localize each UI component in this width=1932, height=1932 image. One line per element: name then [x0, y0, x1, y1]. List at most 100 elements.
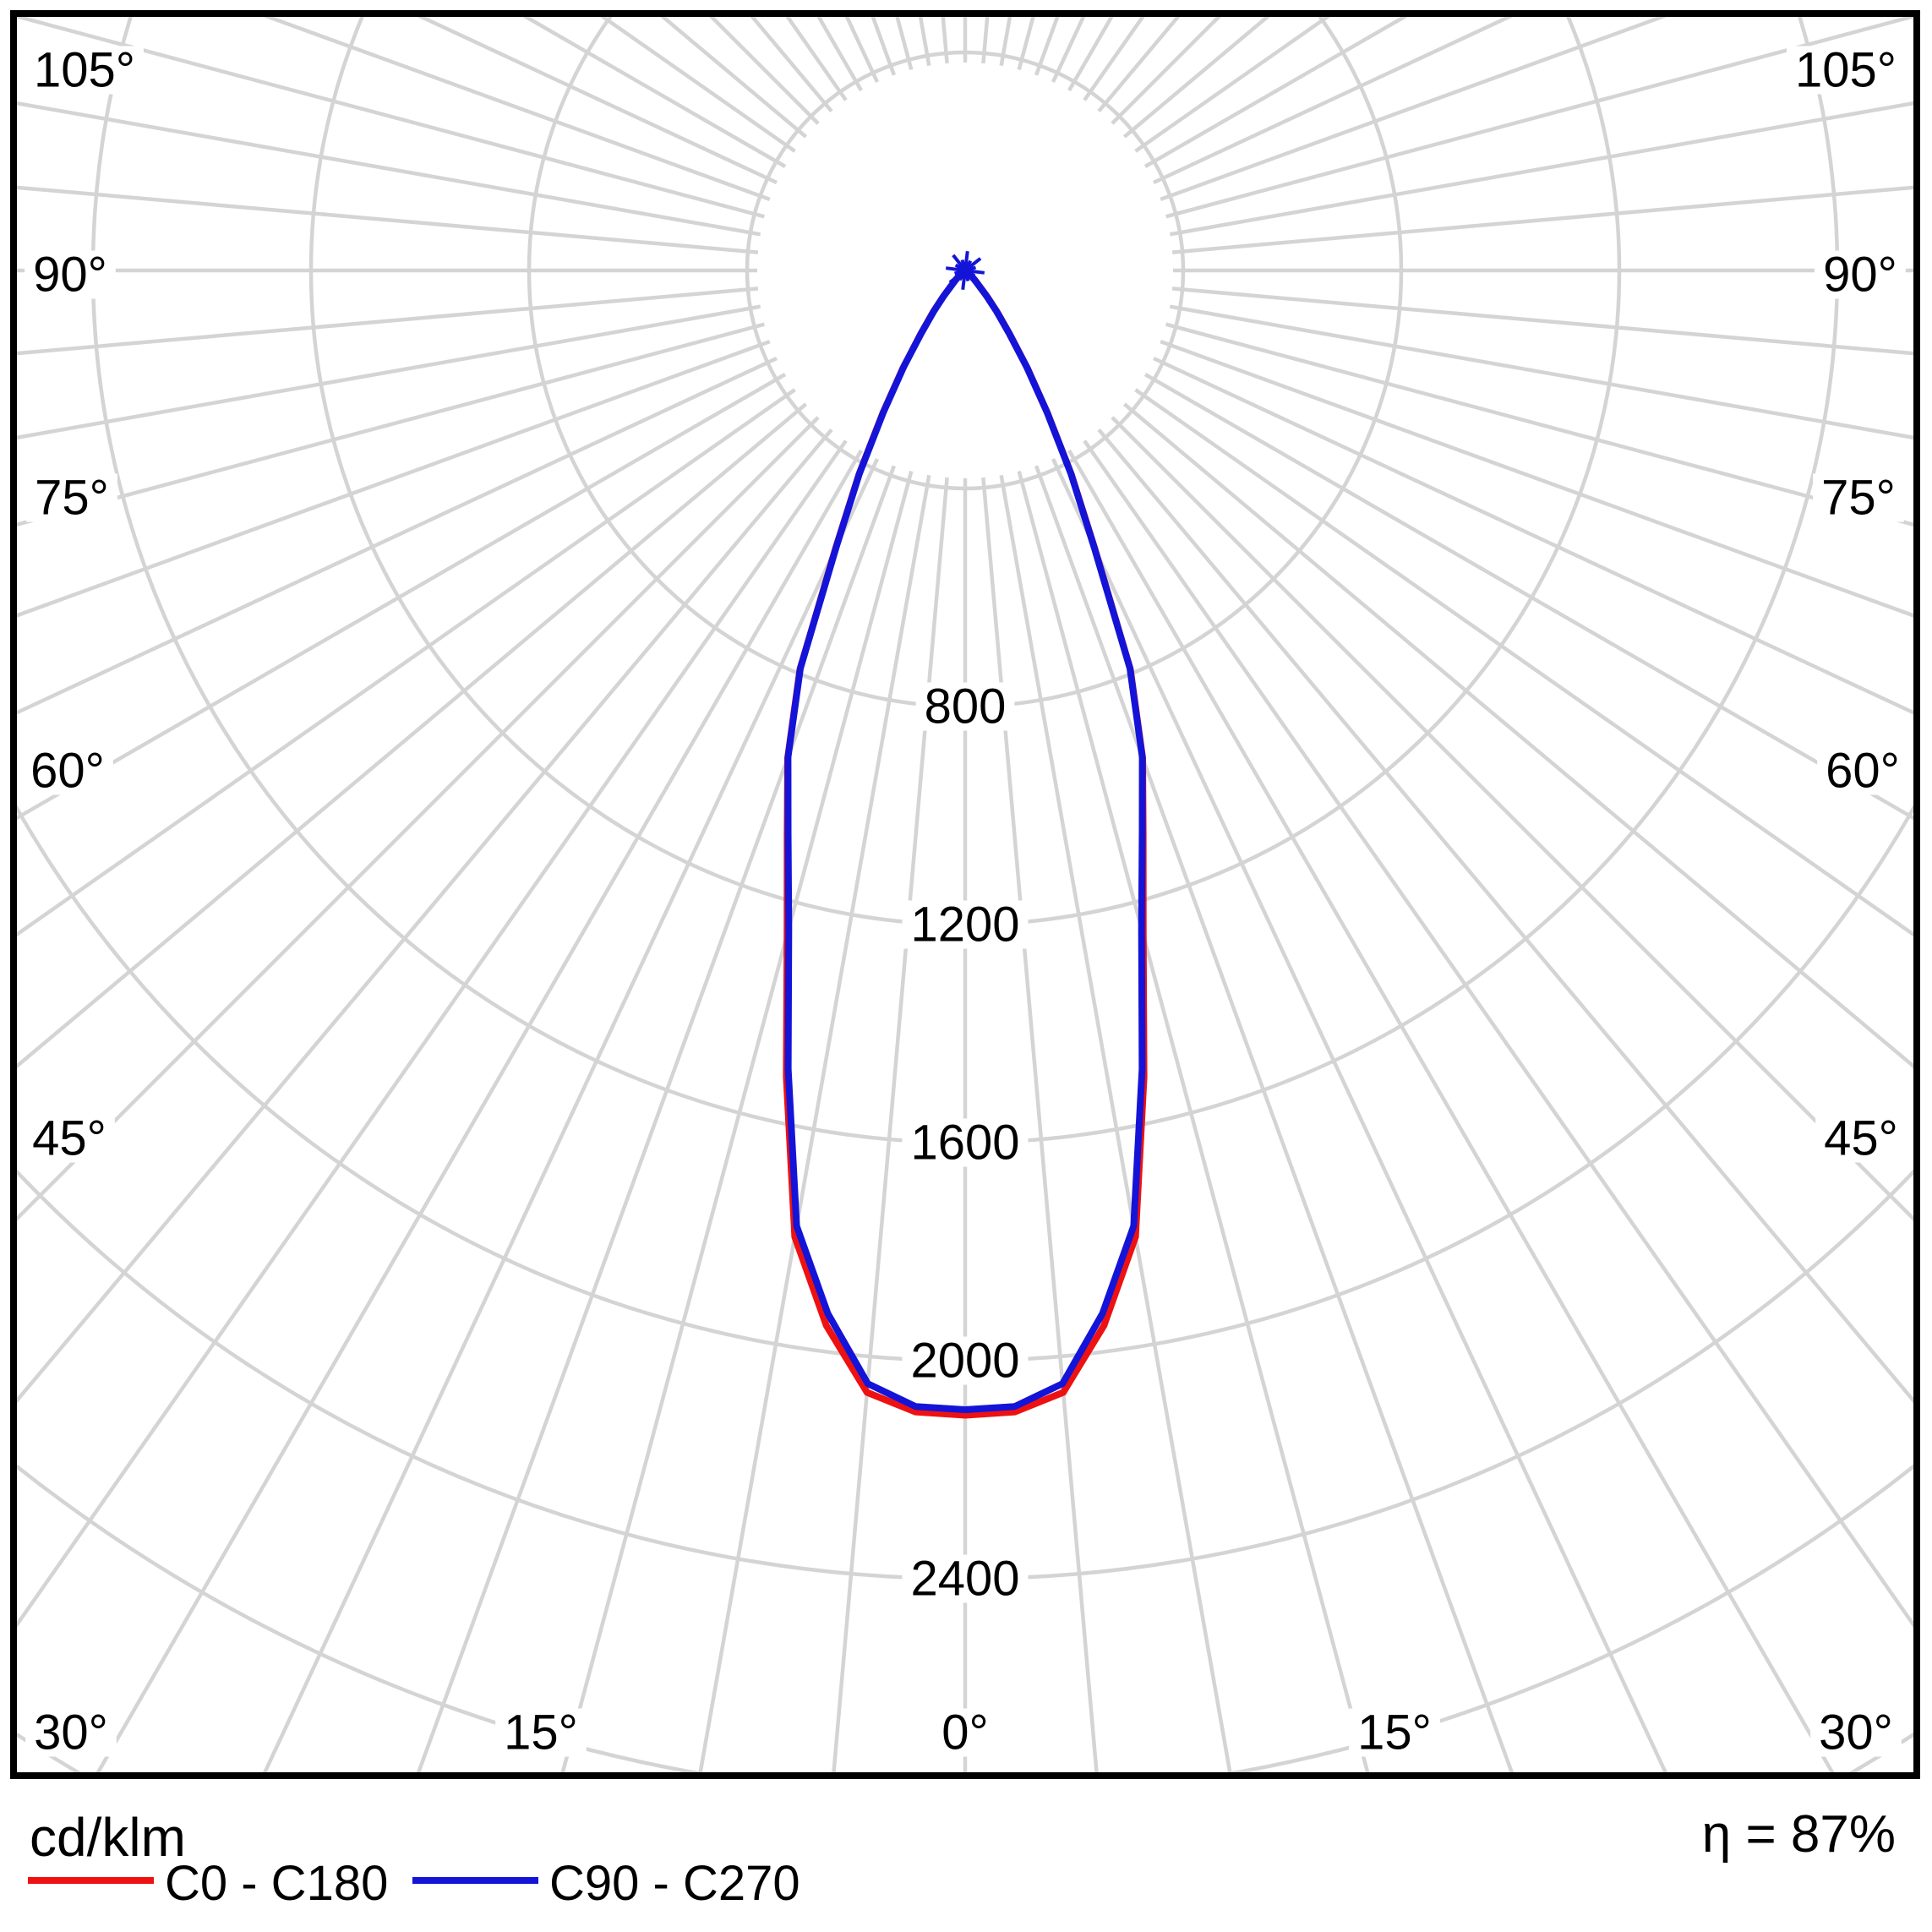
angle-label: 75° [35, 471, 109, 526]
grid-ray-335 [262, 458, 880, 1772]
angle-label: 45° [32, 1111, 106, 1166]
radial-label-backing [915, 682, 1015, 731]
grid-ray-65 [1153, 356, 1913, 715]
grid-ray-305 [17, 388, 796, 937]
angle-label-backing [1815, 1114, 1907, 1163]
grid-ray-80 [1169, 304, 1913, 440]
efficiency-label: η = 87% [1701, 1805, 1896, 1864]
grid-ray-40 [1097, 428, 1913, 1404]
grid-ray-105 [1165, 17, 1913, 219]
grid-ray-35 [1083, 439, 1913, 1629]
grid-ray-10 [999, 474, 1232, 1772]
angle-label-backing [24, 1114, 115, 1163]
grid-ray-70 [1160, 339, 1913, 618]
grid-ray-295 [17, 356, 778, 715]
angle-label-backing [1810, 1708, 1902, 1757]
radial-label: 2400 [910, 1552, 1019, 1607]
grid-ray-95 [1171, 185, 1913, 254]
grid-ray-100 [1169, 101, 1913, 237]
angle-label-backing [25, 46, 144, 95]
angle-label: 105° [34, 43, 135, 98]
units-label: cd/klm [30, 1807, 186, 1868]
angle-label: 60° [30, 744, 105, 799]
radial-label: 1200 [910, 898, 1019, 952]
grid-ray-75 [1165, 322, 1913, 527]
grid-ray-170 [999, 17, 1012, 67]
grid-ray-5 [981, 477, 1099, 1772]
angle-label-backing [22, 746, 113, 795]
angle-label-backing [25, 250, 116, 299]
angle-label-backing [1815, 250, 1906, 299]
grid-ray-255 [17, 17, 765, 219]
grid-ray-330 [96, 449, 863, 1772]
grid-ray-30 [1067, 449, 1835, 1772]
grid-ray-315 [17, 416, 820, 1222]
grid-ray-250 [263, 17, 771, 202]
grid-ray-260 [17, 101, 761, 237]
grid-ray-120 [1143, 17, 1409, 168]
angle-label: 15° [1357, 1706, 1432, 1760]
angle-label-backing [1787, 46, 1905, 95]
angle-label: 30° [34, 1706, 108, 1760]
angle-label: 75° [1821, 471, 1896, 526]
angle-label-backing [1817, 746, 1908, 795]
grid-ray-25 [1051, 458, 1668, 1772]
angle-label-backing [26, 473, 117, 522]
angle-label-backing [1349, 1708, 1440, 1757]
grid-labels: 105° 90° 75° 60° 45° 30° 15° 0° 15° 30° 45° 60° 75° 9… [22, 43, 1908, 1760]
grid-ray-310 [17, 402, 808, 1069]
series-c0-c180-label: C0 - C180 [165, 1856, 389, 1911]
angle-label-backing [25, 1708, 117, 1757]
grid-ray-60 [1143, 373, 1913, 821]
grid-ray-110 [1160, 17, 1667, 202]
angle-label: 0° [941, 1706, 988, 1760]
radial-label: 1600 [910, 1116, 1019, 1171]
grid-ray-280 [17, 304, 761, 440]
radial-label-backing [902, 1336, 1029, 1385]
series-c0-c180-swatch [28, 1877, 154, 1884]
grid-ray-290 [17, 339, 771, 618]
center-marker [945, 250, 985, 291]
grid-ray-300 [17, 373, 787, 821]
grid-ray-325 [17, 439, 848, 1629]
grid-ray-350 [698, 474, 931, 1772]
radial-label: 800 [925, 679, 1007, 734]
angle-label: 60° [1826, 744, 1900, 799]
grid-ray-115 [1153, 17, 1514, 185]
grid-ray-285 [17, 322, 765, 527]
grid-ray-85 [1171, 287, 1913, 356]
series-c90-c270-label: C90 - C270 [549, 1856, 800, 1911]
angle-label-backing [1813, 473, 1904, 522]
radial-label: 2000 [910, 1334, 1019, 1389]
angle-label-backing [933, 1708, 997, 1757]
grid-ray-50 [1122, 402, 1913, 1069]
grid-ray-345 [560, 471, 914, 1772]
grid-ray-55 [1134, 388, 1913, 937]
grid-ray-340 [416, 465, 897, 1772]
center-star-core [959, 265, 971, 276]
angle-label: 45° [1824, 1111, 1898, 1166]
angle-label-backing [495, 1708, 587, 1757]
grid-ray-275 [17, 287, 759, 356]
angle-label: 105° [1795, 43, 1897, 98]
angle-label: 30° [1819, 1706, 1893, 1760]
radial-label-backing [902, 1118, 1029, 1167]
grid-ray-320 [17, 428, 833, 1404]
grid-ray-265 [17, 185, 759, 254]
radial-label-backing [902, 900, 1029, 949]
grid-ray-190 [918, 17, 931, 67]
grid-ray-240 [521, 17, 787, 168]
grid-ray-45 [1111, 416, 1913, 1222]
radial-label-backing [902, 1554, 1029, 1603]
legend-area: cd/klm η = 87% C0 - C180 C90 - C270 [0, 1779, 1932, 1932]
angle-label: 90° [1823, 248, 1897, 303]
grid-ray-20 [1034, 465, 1514, 1772]
grid-ray-355 [832, 477, 949, 1772]
grid-ray-15 [1017, 471, 1370, 1772]
plot-frame [10, 10, 1920, 1779]
grid-ray-245 [417, 17, 778, 185]
series-c90-c270-swatch [412, 1877, 538, 1884]
